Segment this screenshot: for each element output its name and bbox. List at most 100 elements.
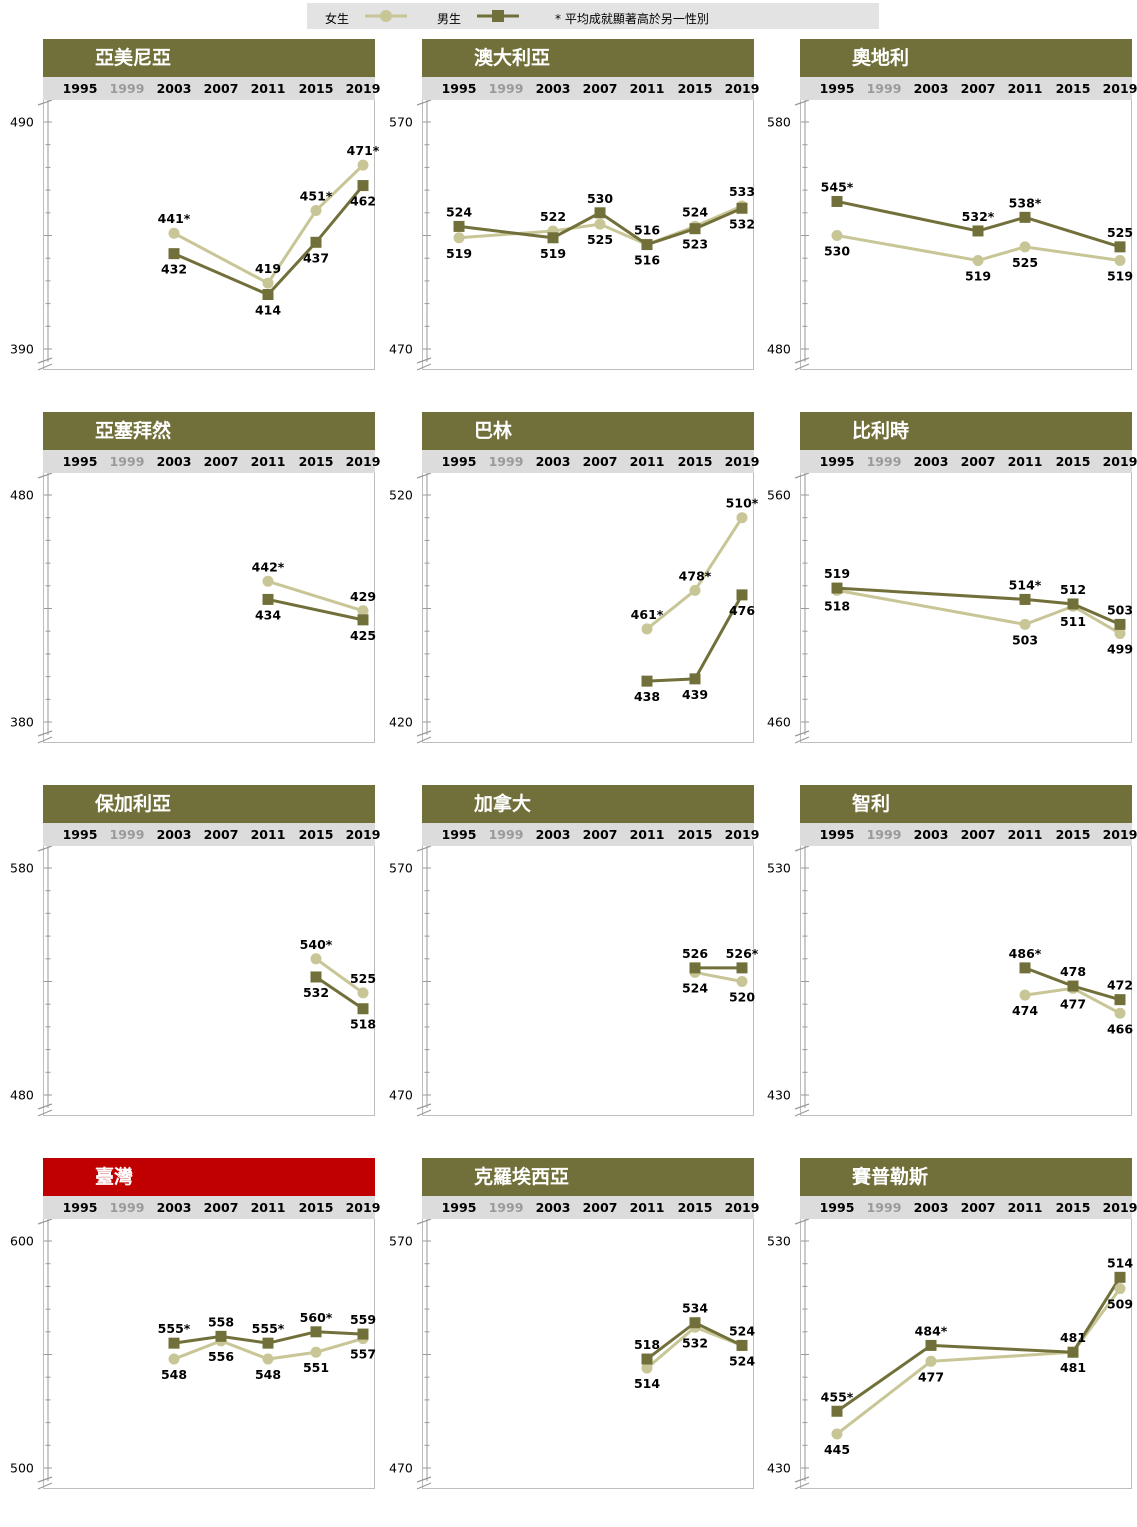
male-series-line bbox=[836, 199, 1121, 249]
year-label: 2011 bbox=[1007, 1200, 1043, 1215]
chart-title: 巴林 bbox=[422, 412, 754, 450]
female-series-line bbox=[836, 1287, 1122, 1436]
year-label: 1999 bbox=[488, 1200, 524, 1215]
female-data-point bbox=[1114, 627, 1126, 639]
chart-plot: 540* 532 525 518 bbox=[300, 937, 376, 1032]
male-value-label: 472 bbox=[1107, 978, 1133, 993]
male-data-point bbox=[262, 593, 274, 605]
male-data-point bbox=[1114, 994, 1126, 1006]
year-label: 1999 bbox=[866, 1200, 902, 1215]
year-label: 2015 bbox=[677, 454, 713, 469]
male-value-label: 518 bbox=[634, 1337, 660, 1352]
legend-female-marker-icon bbox=[365, 10, 407, 22]
female-value-label: 518 bbox=[824, 598, 850, 613]
male-data-point bbox=[357, 1328, 369, 1340]
year-label: 1999 bbox=[866, 454, 902, 469]
male-data-point bbox=[547, 232, 559, 244]
year-header: 1995 1999 2003 2007 2011 2015 2019 bbox=[43, 823, 380, 846]
year-label: 1995 bbox=[62, 827, 98, 842]
female-data-point bbox=[689, 584, 701, 596]
female-series-line bbox=[173, 164, 365, 286]
female-value-label: 477 bbox=[918, 1369, 944, 1384]
year-label: 2007 bbox=[960, 1200, 996, 1215]
male-data-point bbox=[453, 220, 465, 232]
male-series-line bbox=[836, 586, 1121, 626]
y-axis-min-label: 390 bbox=[10, 341, 34, 357]
year-header: 1995 1999 2003 2007 2011 2015 2019 bbox=[800, 1196, 1137, 1219]
female-value-label: 520 bbox=[729, 990, 755, 1005]
year-label: 2011 bbox=[629, 1200, 665, 1215]
female-value-label: 551 bbox=[303, 1360, 329, 1375]
chart-title: 澳大利亞 bbox=[422, 39, 754, 77]
year-label: 1995 bbox=[819, 81, 855, 96]
y-axis bbox=[37, 473, 53, 744]
female-data-point bbox=[310, 953, 322, 965]
year-label: 1995 bbox=[819, 1200, 855, 1215]
female-value-label: 511 bbox=[1060, 614, 1086, 629]
male-value-label: 439 bbox=[682, 687, 708, 702]
male-value-label: 438 bbox=[634, 689, 660, 704]
year-header: 1995 1999 2003 2007 2011 2015 2019 bbox=[800, 77, 1137, 100]
female-value-label: 524 bbox=[682, 980, 708, 995]
year-label: 2019 bbox=[1102, 1200, 1137, 1215]
y-axis-max-label: 600 bbox=[10, 1233, 34, 1249]
male-value-label: 526 bbox=[682, 946, 708, 961]
year-label: 2007 bbox=[203, 81, 239, 96]
female-data-point bbox=[310, 205, 322, 217]
y-axis-min-label: 470 bbox=[389, 1087, 413, 1103]
plot-area bbox=[800, 100, 1132, 370]
female-data-point bbox=[262, 1353, 274, 1365]
female-data-point bbox=[262, 575, 274, 587]
y-axis-min-label: 380 bbox=[10, 714, 34, 730]
plot-area bbox=[43, 473, 375, 743]
year-label: 2011 bbox=[1007, 454, 1043, 469]
year-label: 2007 bbox=[203, 454, 239, 469]
male-data-point bbox=[831, 582, 843, 594]
plot-area bbox=[422, 1219, 754, 1489]
male-data-point bbox=[310, 971, 322, 983]
legend-female-label: 女生 bbox=[325, 12, 350, 26]
male-data-point bbox=[310, 236, 322, 248]
chart-plot: 548 555* 556 558 548 555* 551 560* 557 559 bbox=[158, 1310, 376, 1382]
year-header: 1995 1999 2003 2007 2011 2015 2019 bbox=[422, 823, 759, 846]
female-value-label: 442* bbox=[252, 559, 285, 574]
year-label: 2011 bbox=[1007, 827, 1043, 842]
year-label: 2019 bbox=[1102, 827, 1137, 842]
female-value-label: 524 bbox=[729, 1323, 755, 1338]
male-value-label: 514 bbox=[1107, 1255, 1133, 1270]
year-label: 1999 bbox=[109, 827, 145, 842]
y-axis-max-label: 580 bbox=[10, 860, 34, 876]
chart-plot: 530 545* 519 532* 525 538* 519 525 bbox=[821, 179, 1133, 283]
y-axis bbox=[794, 1219, 810, 1490]
year-label: 2019 bbox=[345, 827, 381, 842]
male-value-label: 481 bbox=[1060, 1360, 1086, 1375]
year-label: 2019 bbox=[724, 454, 760, 469]
male-value-label: 526* bbox=[726, 946, 759, 961]
y-axis-max-label: 560 bbox=[767, 487, 791, 503]
year-label: 2011 bbox=[250, 454, 286, 469]
chart-panel-azerbaijan: 亞塞拜然 1995 1999 2003 2007 2011 2015 2019 480 380 44… bbox=[10, 412, 410, 764]
female-series-line bbox=[836, 588, 1121, 635]
year-header: 1995 1999 2003 2007 2011 2015 2019 bbox=[422, 450, 759, 473]
male-value-label: 555* bbox=[158, 1321, 191, 1336]
year-label: 1995 bbox=[819, 454, 855, 469]
male-data-point bbox=[1019, 593, 1031, 605]
year-label: 1995 bbox=[441, 827, 477, 842]
year-label: 2003 bbox=[913, 81, 949, 96]
female-data-point bbox=[831, 230, 843, 241]
male-value-label: 519 bbox=[824, 566, 850, 581]
year-label: 1999 bbox=[488, 454, 524, 469]
female-value-label: 419 bbox=[255, 261, 281, 276]
male-series-line bbox=[836, 1276, 1122, 1413]
year-label: 1995 bbox=[441, 1200, 477, 1215]
y-axis-max-label: 490 bbox=[10, 114, 34, 130]
male-data-point bbox=[689, 673, 701, 685]
male-data-point bbox=[972, 225, 984, 237]
legend-male-marker-icon bbox=[477, 10, 519, 22]
female-value-label: 533 bbox=[729, 184, 755, 199]
year-label: 1999 bbox=[866, 81, 902, 96]
chart-panel-taiwan: 臺灣 1995 1999 2003 2007 2011 2015 2019 600 500 548 5… bbox=[10, 1158, 410, 1510]
female-value-label: 519 bbox=[1107, 268, 1133, 283]
year-label: 2019 bbox=[1102, 81, 1137, 96]
year-label: 1999 bbox=[488, 81, 524, 96]
